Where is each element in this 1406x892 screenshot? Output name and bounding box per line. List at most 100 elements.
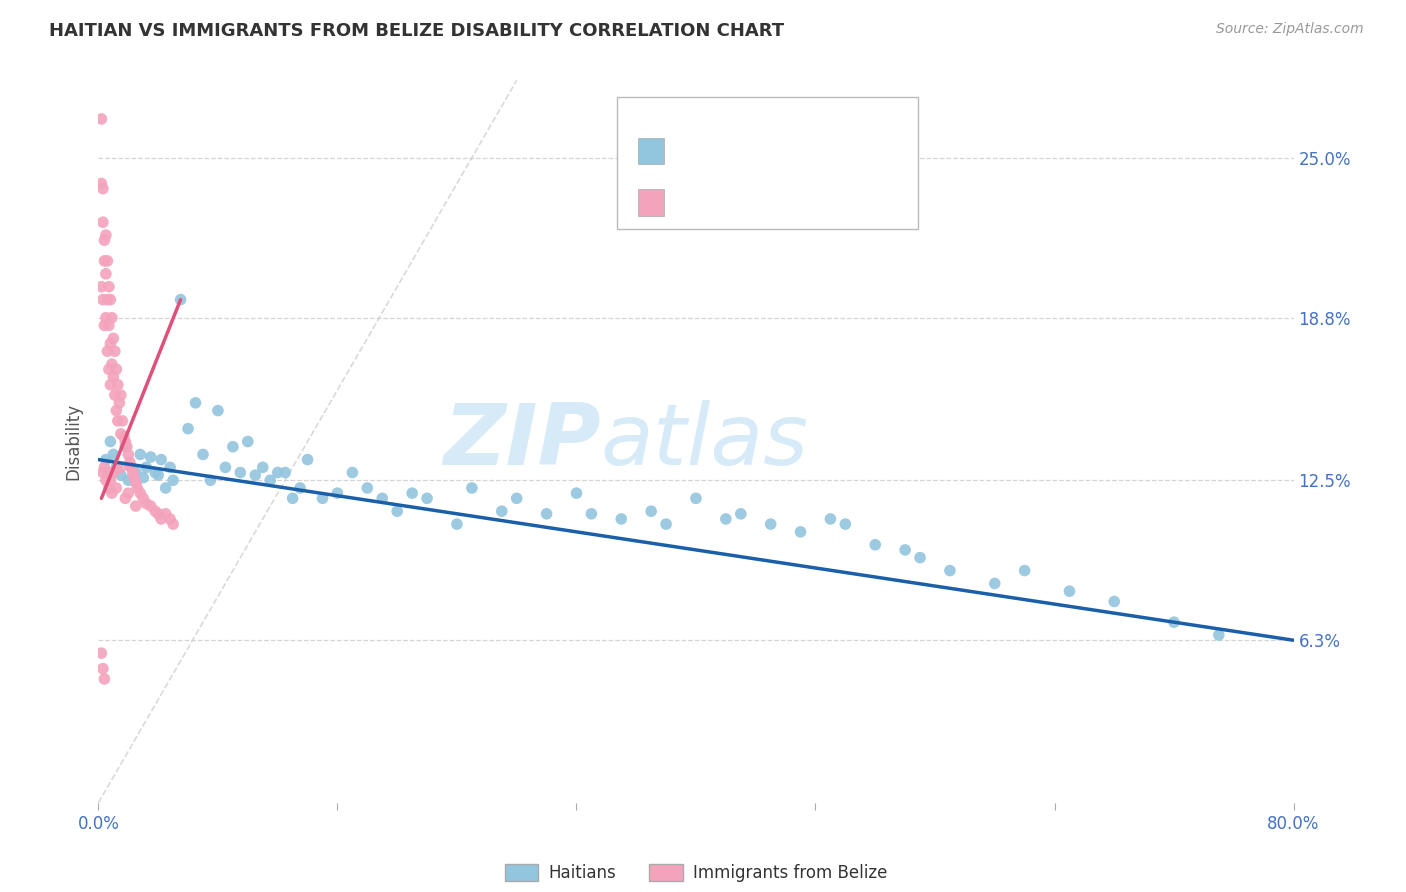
Point bbox=[94, 452, 117, 467]
Point bbox=[93, 672, 115, 686]
Point bbox=[491, 504, 513, 518]
Text: atlas: atlas bbox=[600, 400, 808, 483]
Point bbox=[139, 499, 162, 513]
Point bbox=[685, 491, 707, 506]
Point bbox=[252, 460, 274, 475]
Point bbox=[120, 460, 142, 475]
Point bbox=[104, 388, 127, 402]
Point bbox=[162, 473, 184, 487]
Point bbox=[159, 512, 181, 526]
Point bbox=[311, 491, 333, 506]
Point bbox=[1208, 628, 1230, 642]
Text: N =: N = bbox=[776, 144, 820, 159]
Point bbox=[103, 466, 125, 480]
Point bbox=[177, 422, 200, 436]
Point bbox=[98, 377, 122, 392]
Text: R =: R = bbox=[672, 144, 706, 159]
Point bbox=[1163, 615, 1185, 630]
Point bbox=[93, 233, 115, 247]
Point bbox=[155, 507, 177, 521]
Point bbox=[125, 466, 148, 480]
Point bbox=[107, 414, 129, 428]
Point bbox=[93, 460, 115, 475]
Point bbox=[506, 491, 529, 506]
Point bbox=[90, 279, 112, 293]
Point bbox=[127, 481, 149, 495]
Point bbox=[96, 466, 118, 480]
Point bbox=[446, 517, 468, 532]
Text: 69: 69 bbox=[818, 195, 839, 211]
Point bbox=[789, 524, 811, 539]
Point bbox=[94, 228, 117, 243]
Point bbox=[125, 475, 148, 490]
Point bbox=[105, 403, 128, 417]
Point bbox=[132, 491, 155, 506]
Point bbox=[97, 481, 120, 495]
Point bbox=[385, 504, 409, 518]
Point bbox=[117, 473, 139, 487]
Point bbox=[105, 481, 128, 495]
Point bbox=[91, 215, 114, 229]
Point bbox=[110, 426, 132, 441]
Point bbox=[461, 481, 484, 495]
Text: 73: 73 bbox=[818, 144, 839, 159]
Point bbox=[96, 344, 118, 359]
Point bbox=[110, 388, 132, 402]
Point bbox=[730, 507, 752, 521]
Point bbox=[114, 440, 136, 454]
Point bbox=[236, 434, 259, 449]
Point bbox=[245, 468, 267, 483]
Point bbox=[98, 293, 122, 307]
Point bbox=[984, 576, 1007, 591]
Point bbox=[91, 466, 114, 480]
Point bbox=[104, 344, 127, 359]
Point bbox=[96, 293, 118, 307]
Point bbox=[124, 471, 146, 485]
Point bbox=[759, 517, 782, 532]
Point bbox=[288, 481, 311, 495]
Point bbox=[536, 507, 558, 521]
Point bbox=[129, 447, 152, 461]
Point bbox=[108, 396, 131, 410]
Point bbox=[97, 279, 120, 293]
Point bbox=[939, 564, 962, 578]
Point bbox=[101, 486, 124, 500]
Point bbox=[1059, 584, 1081, 599]
Point bbox=[103, 331, 125, 345]
Point bbox=[139, 450, 162, 464]
Point bbox=[105, 460, 128, 475]
Point bbox=[103, 447, 125, 461]
Point bbox=[191, 447, 214, 461]
Point bbox=[135, 460, 157, 475]
Point bbox=[150, 512, 173, 526]
Point bbox=[326, 486, 349, 500]
Text: N =: N = bbox=[776, 195, 820, 211]
Point bbox=[135, 496, 157, 510]
Point bbox=[90, 646, 112, 660]
Point bbox=[148, 507, 170, 521]
Point bbox=[93, 318, 115, 333]
Point bbox=[97, 362, 120, 376]
Text: Source: ZipAtlas.com: Source: ZipAtlas.com bbox=[1216, 22, 1364, 37]
Point bbox=[640, 504, 662, 518]
Point bbox=[581, 507, 603, 521]
Point bbox=[297, 452, 319, 467]
Point bbox=[98, 434, 122, 449]
Text: HAITIAN VS IMMIGRANTS FROM BELIZE DISABILITY CORRELATION CHART: HAITIAN VS IMMIGRANTS FROM BELIZE DISABI… bbox=[49, 22, 785, 40]
Text: -0.547: -0.547 bbox=[711, 144, 766, 159]
Point bbox=[401, 486, 423, 500]
Point bbox=[110, 460, 132, 475]
Point bbox=[148, 468, 170, 483]
Point bbox=[117, 447, 139, 461]
Point bbox=[342, 466, 364, 480]
Point bbox=[115, 440, 138, 454]
Point bbox=[94, 267, 117, 281]
Point bbox=[129, 486, 152, 500]
Text: ZIP: ZIP bbox=[443, 400, 600, 483]
Point bbox=[90, 112, 112, 126]
Point bbox=[655, 517, 678, 532]
Point bbox=[274, 466, 297, 480]
Text: 0.204: 0.204 bbox=[711, 195, 759, 211]
Point bbox=[229, 466, 252, 480]
Point bbox=[117, 486, 139, 500]
